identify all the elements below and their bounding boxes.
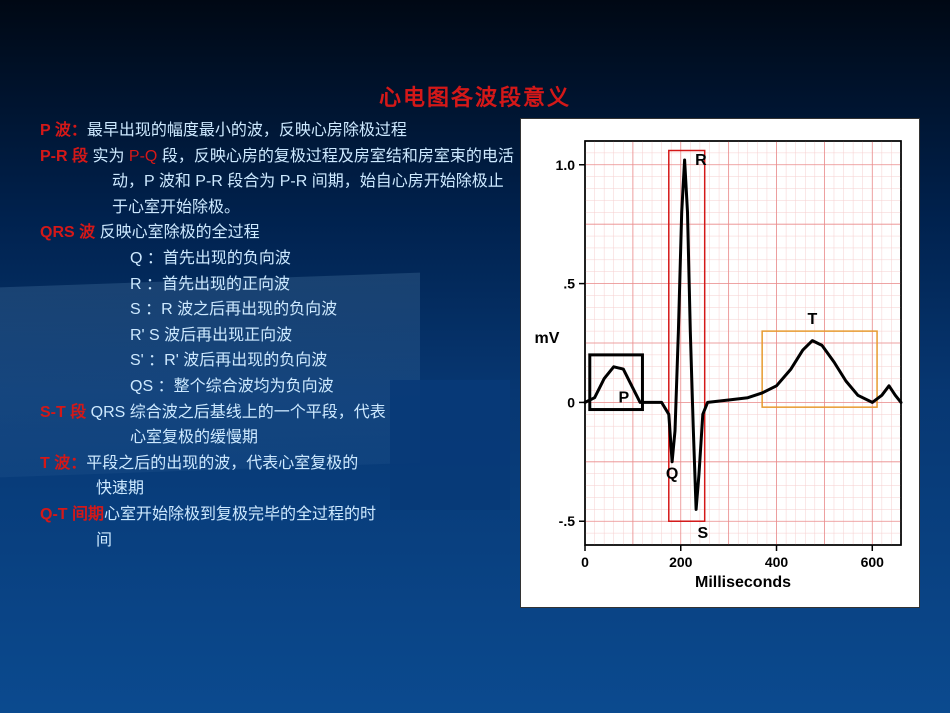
- svg-text:0: 0: [581, 554, 589, 570]
- def-qs: QS ：整个综合波均为负向波: [40, 374, 515, 400]
- svg-text:S: S: [698, 525, 709, 542]
- term-st: S-T 段: [40, 404, 86, 421]
- def-q: Q ：首先出现的负向波: [40, 246, 515, 272]
- text-st-b: 心室复极的缓慢期: [40, 425, 515, 451]
- page-title: 心电图各波段意义: [0, 80, 950, 112]
- svg-text:P: P: [619, 390, 630, 407]
- text-t-a: 平段之后的出现的波，代表心室复极的: [86, 455, 358, 472]
- text-p: 最早出现的幅度最小的波，反映心房除极过程: [87, 122, 407, 139]
- definitions-column: P 波：最早出现的幅度最小的波，反映心房除极过程 P-R 段 实为 P-Q 段，…: [40, 118, 515, 553]
- term-pr: P-R 段: [40, 148, 88, 165]
- svg-text:0: 0: [567, 394, 575, 410]
- svg-text:T: T: [808, 311, 818, 328]
- svg-text:400: 400: [765, 554, 789, 570]
- def-qrs: QRS 波 反映心室除极的全过程: [40, 220, 515, 246]
- def-st: S-T 段 QRS 综合波之后基线上的一个平段，代表: [40, 400, 515, 426]
- def-s: S ：R 波之后再出现的负向波: [40, 297, 515, 323]
- term-qrs: QRS 波: [40, 224, 95, 241]
- def-sp: S' ：R' 波后再出现的负向波: [40, 348, 515, 374]
- text-pr-lead: 实为: [88, 148, 129, 165]
- def-pr-seg: P-R 段 实为 P-Q 段，反映心房的复极过程及房室结和房室束的电活动，P 波…: [40, 144, 515, 221]
- text-pr-inline: P-Q: [129, 148, 157, 165]
- svg-text:R: R: [695, 152, 707, 169]
- def-rp: R' S 波后再出现正向波: [40, 323, 515, 349]
- text-qrs: 反映心室除极的全过程: [95, 224, 259, 241]
- text-qt-b: 间: [40, 528, 515, 554]
- svg-text:Milliseconds: Milliseconds: [695, 574, 791, 591]
- def-qt: Q-T 间期心室开始除极到复极完毕的全过程的时: [40, 502, 515, 528]
- text-st-a: QRS 综合波之后基线上的一个平段，代表: [86, 404, 386, 421]
- def-r: R ：首先出现的正向波: [40, 272, 515, 298]
- term-p: P 波：: [40, 122, 87, 139]
- term-t: T 波：: [40, 455, 86, 472]
- text-t-b: 快速期: [40, 476, 515, 502]
- def-t: T 波：平段之后的出现的波，代表心室复极的: [40, 451, 515, 477]
- ecg-svg: -.5 0 .5 1.0 0 200 400 600 mV Milliseconds P R Q S T: [527, 127, 913, 599]
- ecg-chart: -.5 0 .5 1.0 0 200 400 600 mV Milliseconds P R Q S T: [520, 118, 920, 608]
- def-p-wave: P 波：最早出现的幅度最小的波，反映心房除极过程: [40, 118, 515, 144]
- svg-text:200: 200: [669, 554, 693, 570]
- svg-text:1.0: 1.0: [556, 157, 576, 173]
- term-qt: Q-T 间期: [40, 506, 104, 523]
- svg-text:mV: mV: [535, 330, 560, 347]
- svg-text:600: 600: [861, 554, 885, 570]
- svg-text:Q: Q: [666, 466, 678, 483]
- text-pr-rest: 段，反映心房的复极过程及房室结和房室束的电活动，P 波和 P-R 段合为 P-R…: [112, 148, 514, 216]
- text-qt-a: 心室开始除极到复极完毕的全过程的时: [104, 506, 376, 523]
- svg-text:-.5: -.5: [559, 513, 576, 529]
- svg-text:.5: .5: [563, 276, 575, 292]
